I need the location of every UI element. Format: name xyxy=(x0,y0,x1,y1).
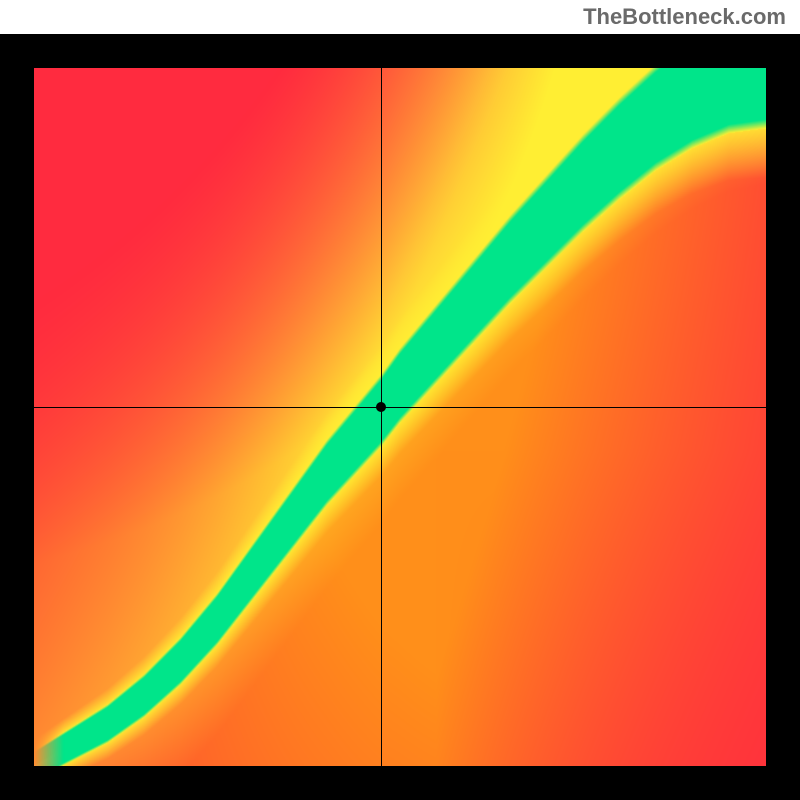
chart-plot-area xyxy=(34,68,766,766)
crosshair-horizontal xyxy=(34,407,766,408)
attribution-text: TheBottleneck.com xyxy=(583,4,786,30)
crosshair-vertical xyxy=(381,68,382,766)
chart-outer-frame xyxy=(0,34,800,800)
bottleneck-heatmap xyxy=(34,68,766,766)
